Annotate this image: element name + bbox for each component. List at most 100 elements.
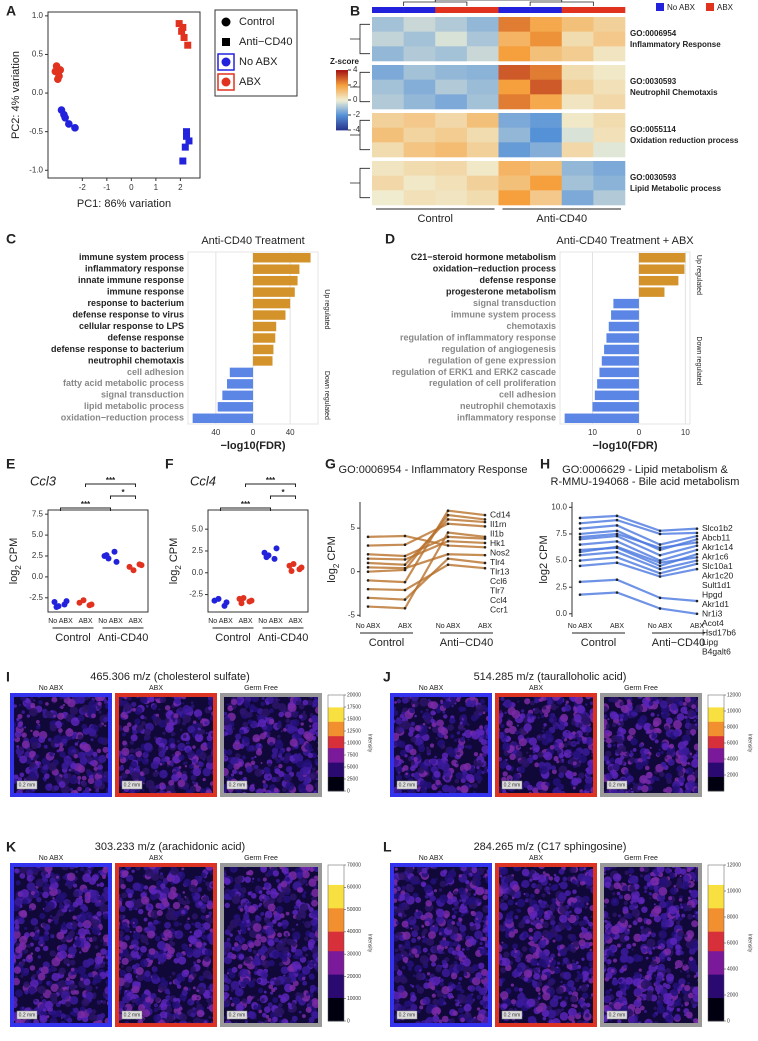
point [447, 536, 450, 539]
x-tick-label: -1 [103, 183, 111, 192]
texture [545, 730, 552, 737]
texture [298, 784, 306, 792]
texture [477, 760, 481, 764]
y-axis-label: log2CPM [8, 538, 23, 585]
texture [121, 965, 124, 968]
significance-label: *** [81, 500, 91, 509]
panel-letter: F [165, 456, 174, 472]
texture [45, 783, 53, 791]
texture [158, 708, 160, 710]
texture [122, 741, 127, 746]
texture [225, 757, 227, 759]
texture [42, 934, 49, 941]
texture [20, 889, 29, 898]
texture [168, 780, 174, 786]
bar [613, 299, 639, 308]
texture [59, 747, 64, 752]
texture [30, 965, 36, 971]
texture [151, 761, 159, 769]
texture [133, 932, 141, 940]
colorbar-slice [328, 769, 344, 772]
texture [73, 891, 79, 897]
texture [174, 911, 181, 918]
image-label: No ABX [419, 685, 444, 692]
colorbar-slice [328, 927, 344, 931]
image-label: No ABX [39, 685, 64, 692]
texture [440, 982, 444, 986]
panel-letter: B [350, 3, 360, 19]
heatmap-cell [467, 113, 499, 128]
texture [534, 698, 539, 703]
texture [621, 705, 629, 713]
texture [32, 974, 36, 978]
texture [573, 761, 577, 765]
texture [582, 740, 586, 744]
texture [225, 903, 230, 908]
heatmap-cell [499, 190, 531, 205]
texture [543, 726, 546, 729]
texture [627, 699, 631, 703]
texture [67, 900, 71, 904]
texture [248, 892, 252, 896]
texture [134, 724, 137, 727]
texture [296, 899, 300, 903]
texture [203, 880, 205, 882]
texture [93, 975, 102, 984]
texture [205, 881, 210, 886]
texture [182, 702, 184, 704]
texture [502, 743, 510, 751]
texture [430, 719, 434, 723]
texture [571, 778, 578, 785]
texture [197, 730, 202, 735]
y-tick-label: -0.5 [29, 127, 43, 136]
column-annotation [435, 7, 467, 13]
texture [56, 876, 59, 879]
texture [96, 987, 98, 989]
texture [257, 999, 260, 1002]
heatmap-cell [593, 161, 625, 176]
texture [232, 706, 235, 709]
y-axis-label-part: log [168, 570, 180, 585]
texture [645, 766, 650, 771]
colorbar-slice [328, 753, 344, 756]
texture [242, 722, 248, 728]
texture [190, 931, 192, 933]
texture [513, 773, 521, 781]
y-tick-label: 0.5 [32, 50, 44, 59]
point [131, 567, 137, 573]
texture [311, 910, 319, 918]
texture [629, 757, 635, 763]
texture [153, 919, 158, 924]
y-tick-label: 0.0 [32, 88, 44, 97]
texture [192, 913, 198, 919]
texture [260, 733, 267, 740]
texture [178, 707, 183, 712]
y-tick-label: 7.5 [556, 529, 568, 538]
texture [118, 914, 123, 919]
panel-letter: I [6, 669, 10, 685]
texture [684, 716, 687, 719]
texture [138, 909, 144, 915]
block-label: GO:0006954 [630, 29, 677, 38]
heatmap-cell [530, 46, 562, 61]
x-tick-label: No ABX [436, 623, 461, 630]
y-axis-label-part: CPM [326, 536, 338, 560]
texture [193, 759, 197, 763]
y-tick-label: 5.0 [192, 524, 204, 533]
texture [607, 744, 611, 748]
heatmap-cell [435, 190, 467, 205]
texture [248, 942, 254, 948]
texture [274, 977, 276, 979]
texture [304, 937, 308, 941]
texture [90, 738, 93, 741]
texture [69, 910, 71, 912]
category-label: cell adhesion [499, 390, 556, 400]
heatmap-cell [562, 161, 594, 176]
x-axis-label: PC1: 86% variation [77, 198, 171, 210]
texture [585, 732, 588, 735]
category-label: response to bacterium [87, 298, 184, 308]
texture [169, 738, 176, 745]
texture [160, 883, 165, 888]
colorbar-slice [328, 966, 344, 970]
point [616, 545, 619, 548]
